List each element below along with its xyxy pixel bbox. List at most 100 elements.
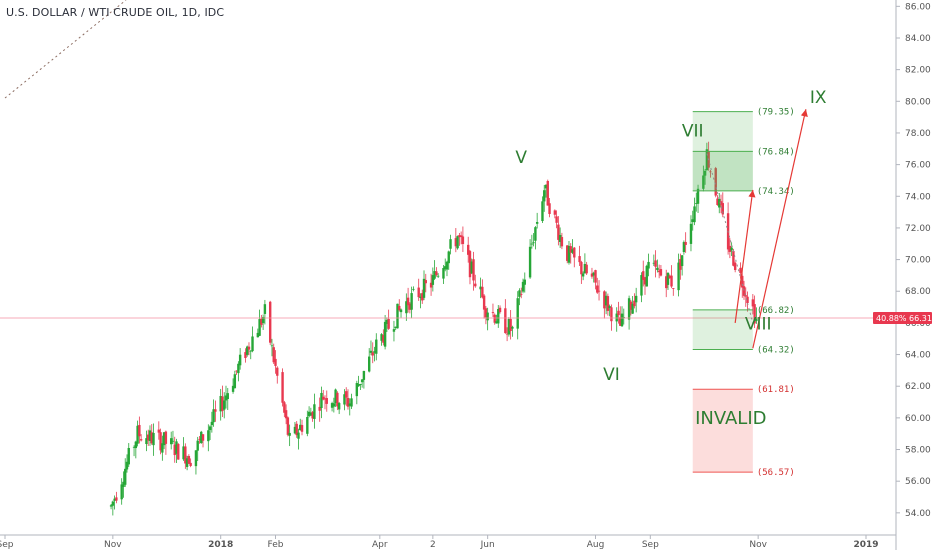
candle-body — [147, 434, 150, 441]
candle-body — [383, 321, 387, 347]
candle-body — [371, 352, 374, 356]
candle-body — [256, 332, 260, 338]
candle-body — [313, 404, 316, 419]
candle-body — [557, 224, 560, 240]
last-price-label: 66.31 — [909, 314, 932, 323]
candle-body — [656, 267, 659, 271]
candle-body — [429, 282, 433, 288]
candle-body — [583, 264, 587, 274]
candle-body — [640, 275, 643, 296]
candle-body — [617, 310, 620, 316]
candle-body — [606, 296, 610, 311]
candle-body — [431, 275, 435, 285]
candle-body — [171, 440, 175, 442]
candle-body — [523, 279, 526, 285]
candle-body — [680, 255, 684, 267]
x-tick-label: Sep — [642, 540, 659, 550]
candle-body — [647, 261, 650, 269]
y-tick-label: 70.00 — [905, 256, 931, 266]
candle-body — [665, 276, 668, 289]
candle-body — [272, 347, 275, 363]
candle-body — [382, 335, 385, 343]
candle-body — [474, 283, 477, 287]
candle-body — [643, 277, 647, 285]
candle-body — [541, 201, 544, 222]
candle-body — [231, 385, 235, 392]
candle-body — [417, 287, 420, 298]
candle-body — [629, 301, 633, 310]
candle-body — [122, 481, 125, 487]
candle-body — [311, 411, 314, 419]
candle-body — [482, 295, 486, 310]
wave-label-v: V — [515, 148, 527, 168]
candle-body — [233, 374, 237, 389]
candlestick-series — [109, 141, 758, 516]
projection-arrow-1 — [734, 189, 756, 323]
candle-body — [633, 300, 636, 307]
candle-body — [392, 329, 396, 332]
candle-body — [634, 295, 638, 303]
candle-body — [194, 450, 198, 467]
candle-body — [263, 304, 267, 314]
candle-body — [221, 396, 224, 411]
candle-body — [741, 275, 744, 288]
candle-body — [405, 301, 408, 314]
candle-body — [721, 203, 724, 215]
candle-body — [535, 221, 539, 224]
candle-body — [461, 236, 465, 245]
candle-body — [753, 304, 756, 324]
candle-body — [173, 444, 176, 456]
candle-body — [343, 394, 346, 405]
candle-body — [479, 286, 482, 290]
candle-body — [733, 262, 737, 270]
candle-body — [435, 271, 438, 276]
candle-body — [444, 266, 447, 270]
candle-body — [518, 290, 521, 297]
candle-body — [668, 275, 671, 279]
candle-body — [739, 267, 742, 273]
candle-body — [111, 501, 115, 506]
candle-body — [578, 256, 581, 263]
candle-body — [336, 392, 339, 407]
candle-body — [270, 345, 274, 347]
candle-body — [297, 432, 300, 439]
candle-body — [521, 281, 525, 292]
candle-body — [454, 238, 458, 247]
dotted-projection-line — [706, 153, 754, 324]
candle-body — [375, 339, 378, 354]
candle-body — [495, 321, 498, 324]
candle-body — [604, 295, 608, 306]
y-tick-label: 56.00 — [905, 477, 931, 487]
candle-body — [445, 261, 449, 270]
candle-body — [486, 312, 489, 321]
candle-body — [207, 430, 210, 442]
candle-body — [631, 303, 634, 314]
candle-body — [679, 258, 682, 270]
y-tick-label: 68.00 — [905, 287, 931, 297]
candle-body — [125, 461, 129, 470]
candle-body — [369, 350, 373, 353]
candle-body — [558, 234, 562, 242]
candle-body — [560, 237, 564, 247]
candle-body — [237, 363, 240, 374]
candle-body — [261, 317, 265, 324]
candle-body — [346, 397, 350, 407]
candle-body — [703, 170, 707, 176]
candle-body — [115, 497, 118, 501]
candle-body — [396, 303, 399, 329]
y-axis-background — [896, 0, 932, 550]
candle-body — [744, 295, 747, 297]
candle-body — [300, 425, 304, 432]
candle-body — [755, 317, 758, 322]
chart-annotations: (79.35) (74.34) (76.84) (66.82) (64.32) (61.8… — [0, 0, 896, 478]
candle-body — [283, 402, 286, 413]
wave-label-vii: VII — [682, 121, 704, 141]
candle-body — [323, 398, 327, 400]
candle-body — [223, 400, 226, 410]
candle-body — [746, 296, 749, 304]
candle-body — [657, 270, 661, 273]
candle-body — [244, 352, 247, 359]
zone-bottom-label: (64.32) — [757, 345, 795, 355]
candle-body — [337, 403, 341, 410]
